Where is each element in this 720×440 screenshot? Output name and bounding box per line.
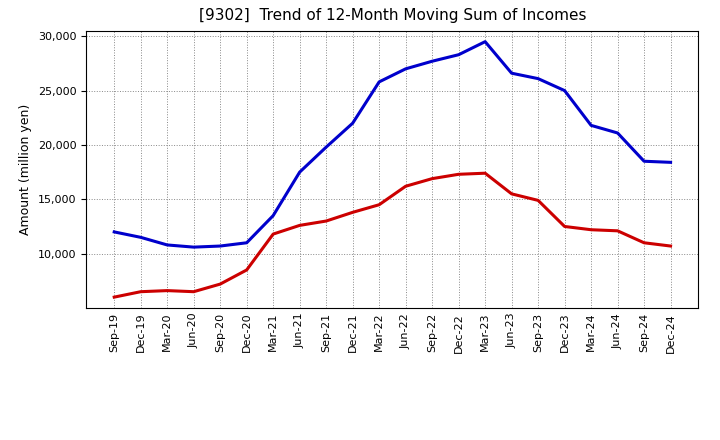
Net Income: [375, 202, 384, 207]
Ordinary Income: [481, 39, 490, 44]
Ordinary Income: [216, 243, 225, 249]
Ordinary Income: [295, 169, 304, 175]
Ordinary Income: [401, 66, 410, 71]
Net Income: [348, 210, 357, 215]
Net Income: [560, 224, 569, 229]
Ordinary Income: [613, 130, 622, 136]
Net Income: [216, 282, 225, 287]
Ordinary Income: [560, 88, 569, 93]
Net Income: [110, 294, 119, 300]
Ordinary Income: [136, 235, 145, 240]
Ordinary Income: [189, 245, 198, 250]
Ordinary Income: [666, 160, 675, 165]
Ordinary Income: [163, 242, 171, 248]
Net Income: [401, 183, 410, 189]
Net Income: [666, 243, 675, 249]
Net Income: [136, 289, 145, 294]
Net Income: [454, 172, 463, 177]
Ordinary Income: [348, 121, 357, 126]
Net Income: [269, 231, 277, 237]
Line: Net Income: Net Income: [114, 173, 670, 297]
Ordinary Income: [243, 240, 251, 246]
Net Income: [613, 228, 622, 234]
Net Income: [295, 223, 304, 228]
Ordinary Income: [454, 52, 463, 57]
Net Income: [243, 268, 251, 273]
Ordinary Income: [508, 70, 516, 76]
Net Income: [640, 240, 649, 246]
Ordinary Income: [375, 79, 384, 84]
Ordinary Income: [110, 229, 119, 235]
Ordinary Income: [269, 213, 277, 218]
Ordinary Income: [587, 123, 595, 128]
Ordinary Income: [322, 144, 330, 150]
Net Income: [322, 218, 330, 224]
Net Income: [481, 171, 490, 176]
Net Income: [163, 288, 171, 293]
Ordinary Income: [534, 76, 542, 81]
Ordinary Income: [428, 59, 436, 64]
Ordinary Income: [640, 158, 649, 164]
Net Income: [534, 198, 542, 203]
Line: Ordinary Income: Ordinary Income: [114, 42, 670, 247]
Y-axis label: Amount (million yen): Amount (million yen): [19, 104, 32, 235]
Net Income: [189, 289, 198, 294]
Title: [9302]  Trend of 12-Month Moving Sum of Incomes: [9302] Trend of 12-Month Moving Sum of I…: [199, 7, 586, 23]
Net Income: [428, 176, 436, 181]
Net Income: [587, 227, 595, 232]
Net Income: [508, 191, 516, 197]
